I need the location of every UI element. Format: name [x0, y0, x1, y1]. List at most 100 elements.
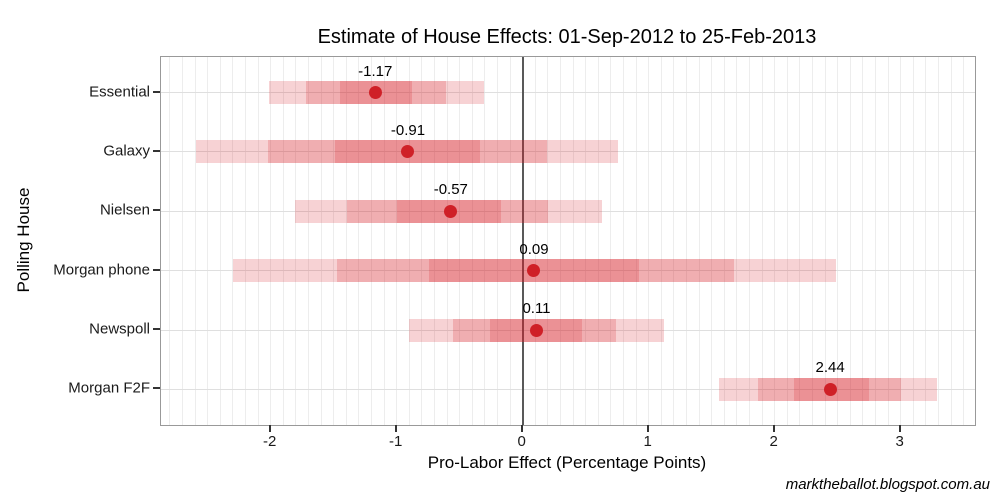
v-gridline — [698, 57, 700, 425]
v-gridline — [257, 57, 259, 425]
y-tick-mark — [153, 387, 160, 390]
x-tick-mark — [772, 425, 775, 432]
v-gridline — [597, 57, 599, 425]
h-gridline — [161, 329, 975, 331]
v-gridline — [370, 57, 372, 425]
v-gridline — [496, 57, 498, 425]
v-gridline — [244, 57, 246, 425]
v-gridline — [912, 57, 914, 425]
v-gridline — [723, 57, 725, 425]
v-gridline — [396, 57, 398, 425]
v-gridline — [774, 57, 776, 425]
h-gridline — [161, 270, 975, 272]
v-gridline — [950, 57, 952, 425]
v-gridline — [408, 57, 410, 425]
v-gridline — [874, 57, 876, 425]
watermark-text: marktheballot.blogspot.com.au — [785, 476, 990, 493]
y-tick-mark — [153, 268, 160, 271]
h-gridline — [161, 210, 975, 212]
v-gridline — [811, 57, 813, 425]
x-tick-mark — [520, 425, 523, 432]
estimate-value-label: 0.09 — [519, 240, 549, 258]
v-gridline — [837, 57, 839, 425]
y-category-label: Nielsen — [99, 201, 150, 219]
x-tick-label: -1 — [388, 433, 403, 450]
v-gridline — [446, 57, 448, 425]
v-gridline — [887, 57, 889, 425]
v-gridline — [862, 57, 864, 425]
y-category-label: Newspoll — [89, 320, 150, 338]
v-gridline — [471, 57, 473, 425]
x-tick-mark — [268, 425, 271, 432]
v-gridline — [169, 57, 171, 425]
v-gridline — [509, 57, 511, 425]
v-gridline — [585, 57, 587, 425]
y-category-label: Essential — [89, 83, 150, 101]
v-gridline — [194, 57, 196, 425]
x-tick-label: -2 — [262, 433, 277, 450]
estimate-dot — [529, 323, 543, 337]
v-gridline — [660, 57, 662, 425]
v-gridline — [320, 57, 322, 425]
estimate-value-label: -1.17 — [358, 62, 393, 80]
v-gridline — [232, 57, 234, 425]
v-gridline — [748, 57, 750, 425]
y-tick-mark — [153, 149, 160, 152]
v-gridline — [207, 57, 209, 425]
v-gridline — [648, 57, 650, 425]
estimate-dot — [368, 86, 382, 100]
v-gridline — [547, 57, 549, 425]
v-gridline — [799, 57, 801, 425]
estimate-value-label: 2.44 — [815, 359, 845, 377]
x-axis-title: Pro-Labor Effect (Percentage Points) — [427, 453, 707, 472]
estimate-dot — [823, 382, 837, 396]
v-gridline — [824, 57, 826, 425]
x-tick-label: 2 — [769, 433, 778, 450]
v-gridline — [484, 57, 486, 425]
y-category-label: Morgan phone — [53, 261, 150, 279]
v-gridline — [900, 57, 902, 425]
v-gridline — [673, 57, 675, 425]
h-gridline — [161, 92, 975, 94]
v-gridline — [736, 57, 738, 425]
v-gridline — [786, 57, 788, 425]
y-tick-mark — [153, 90, 160, 93]
y-tick-mark — [153, 209, 160, 212]
v-gridline — [534, 57, 536, 425]
v-gridline — [937, 57, 939, 425]
v-gridline — [685, 57, 687, 425]
x-tick-label: 3 — [895, 433, 904, 450]
x-tick-mark — [646, 425, 649, 432]
v-gridline — [433, 57, 435, 425]
v-gridline — [358, 57, 360, 425]
v-gridline — [270, 57, 272, 425]
v-gridline — [333, 57, 335, 425]
y-category-label: Galaxy — [103, 142, 150, 160]
v-gridline — [963, 57, 965, 425]
x-tick-mark — [898, 425, 901, 432]
plot-panel: -1.17 -0.91 -0.57 0.09 0.11 2.44 — [160, 56, 976, 426]
v-gridline — [572, 57, 574, 425]
estimate-value-label: -0.57 — [433, 181, 468, 199]
zero-reference-line — [521, 57, 524, 425]
v-gridline — [925, 57, 927, 425]
v-gridline — [761, 57, 763, 425]
v-gridline — [345, 57, 347, 425]
h-gridline — [161, 151, 975, 153]
v-gridline — [459, 57, 461, 425]
chart-title: Estimate of House Effects: 01-Sep-2012 t… — [317, 26, 817, 48]
v-gridline — [383, 57, 385, 425]
x-tick-label: 0 — [517, 433, 526, 450]
estimate-dot — [444, 204, 458, 218]
v-gridline — [635, 57, 637, 425]
v-gridline — [622, 57, 624, 425]
v-gridline — [307, 57, 309, 425]
v-gridline — [181, 57, 183, 425]
v-gridline — [219, 57, 221, 425]
y-category-label: Morgan F2F — [68, 379, 150, 397]
x-tick-mark — [394, 425, 397, 432]
v-gridline — [711, 57, 713, 425]
v-gridline — [849, 57, 851, 425]
v-gridline — [295, 57, 297, 425]
